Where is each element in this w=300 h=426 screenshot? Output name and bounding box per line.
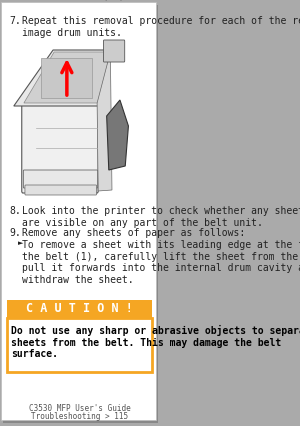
Text: C3530 MFP User's Guide: C3530 MFP User's Guide xyxy=(29,404,130,413)
FancyBboxPatch shape xyxy=(3,5,158,423)
Polygon shape xyxy=(97,52,112,191)
Polygon shape xyxy=(24,52,110,103)
Text: Repeat this removal procedure for each of the remaining
image drum units.: Repeat this removal procedure for each o… xyxy=(22,16,300,37)
Text: 9.: 9. xyxy=(10,228,21,238)
FancyBboxPatch shape xyxy=(1,2,156,420)
Text: Look into the printer to check whether any sheets of paper
are visible on any pa: Look into the printer to check whether a… xyxy=(22,206,300,227)
Text: Troubleshooting > 115: Troubleshooting > 115 xyxy=(31,412,128,421)
Polygon shape xyxy=(14,50,111,106)
FancyBboxPatch shape xyxy=(25,185,97,195)
Text: Do not use any sharp or abrasive objects to separate
sheets from the belt. This : Do not use any sharp or abrasive objects… xyxy=(11,325,300,359)
FancyBboxPatch shape xyxy=(41,58,92,98)
FancyBboxPatch shape xyxy=(103,40,125,62)
Text: 7.: 7. xyxy=(10,16,21,26)
Text: To remove a sheet with its leading edge at the front of
the belt (1), carefully : To remove a sheet with its leading edge … xyxy=(22,240,300,285)
Text: C A U T I O N !: C A U T I O N ! xyxy=(26,302,133,316)
Text: ►: ► xyxy=(18,240,23,246)
FancyBboxPatch shape xyxy=(8,318,152,372)
Text: 8.: 8. xyxy=(10,206,21,216)
Polygon shape xyxy=(107,100,128,170)
FancyBboxPatch shape xyxy=(22,101,98,193)
FancyBboxPatch shape xyxy=(23,170,98,188)
Text: Remove any sheets of paper as follows:: Remove any sheets of paper as follows: xyxy=(22,228,245,238)
FancyBboxPatch shape xyxy=(8,300,152,318)
